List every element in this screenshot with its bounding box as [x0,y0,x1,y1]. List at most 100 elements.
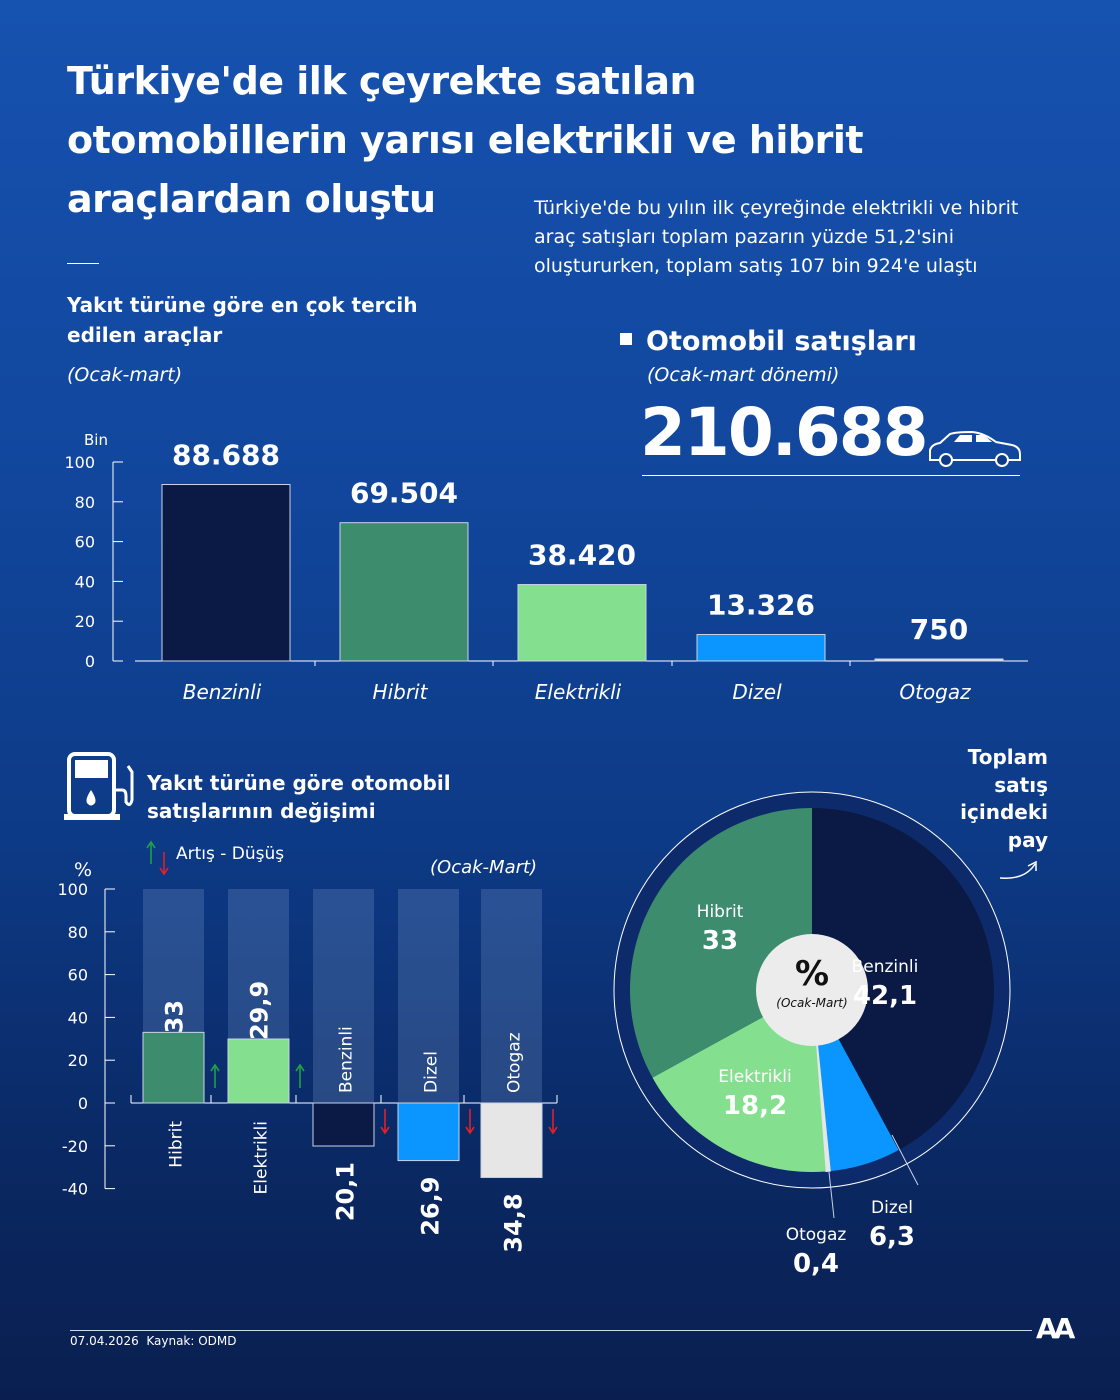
pie-slice-benzinli [812,808,995,1151]
chart-change: % -40 -20 0 20 40 60 80 100 33 Hibrit 29,9 Elektrik… [57,840,558,1253]
bar-value-label: 34,8 [500,1193,528,1252]
bar-background [481,889,542,1103]
y-tick-label: 60 [68,966,88,985]
pie-category-label: Benzinli [852,957,919,977]
description: Türkiye'de bu yılın ilk çeyreğinde elekt… [534,197,1019,277]
x-category-label: Otogaz [899,680,971,704]
chart-top-sales: Bin 0 20 40 60 80 100 88.688 Benzinli 69.504 Hibr… [64,431,1028,704]
pie-value-label: 0,4 [793,1249,839,1279]
y-tick-label: 60 [75,533,95,552]
bar-value-label: 33 [161,1000,189,1033]
bar-value-label: 26,9 [417,1177,445,1236]
y-tick-label: 20 [68,1051,88,1070]
pie-center [756,934,868,1046]
x-category-label: Elektrikli [252,1121,272,1194]
bar-otogaz [874,658,1004,662]
x-category-label: Dizel [422,1051,442,1093]
y-tick-label: 0 [85,652,95,671]
bar-hibrit [142,1031,205,1104]
sales-title: Otomobil satışları [620,326,917,357]
pie-category-label: Dizel [871,1198,913,1218]
up-arrow-icon [295,1063,305,1088]
bar-background [313,889,374,1103]
bar-value-label: 88.688 [172,439,280,472]
y-tick-label: 0 [78,1094,88,1113]
footer-line [70,1330,1032,1331]
y-tick-label: 80 [68,923,88,942]
sales-period: (Ocak-mart dönemi) [647,364,840,386]
x-category-label: Hibrit [167,1121,187,1168]
y-tick-label: -40 [62,1180,88,1199]
pie-value-label: 42,1 [853,981,917,1011]
x-category-label: Benzinli [337,1026,357,1093]
x-category-label: Hibrit [373,680,429,704]
down-arrow-icon [380,1109,390,1135]
y-axis-label: % [74,859,92,881]
page-title: Türkiye'de ilk çeyrekte satılan otomobil… [67,59,864,221]
y-tick-label: 100 [57,880,88,899]
bar-elektrikli [227,1038,290,1104]
curved-arrow-icon [999,860,1037,879]
legend-up-arrow-icon [146,840,156,864]
y-tick-label: 100 [64,453,95,472]
bar-value-label: 20,1 [332,1162,360,1221]
pie-title-2: satış [994,773,1048,797]
bar-dizel [397,1102,460,1162]
y-tick-label: -20 [62,1137,88,1156]
y-tick-label: 80 [75,493,95,512]
down-arrow-icon [548,1109,558,1135]
footer-source: Kaynak: ODMD [146,1334,237,1348]
pie-center-label: (Ocak-Mart) [776,996,847,1010]
footer: 07.04.2026 Kaynak: ODMD [70,1334,237,1348]
y-axis-label: Bin [84,431,108,449]
bar-hibrit [339,522,469,662]
chart2-title: Yakıt türüne göre otomobil satışlarının … [147,771,451,823]
leader-line [828,1171,835,1219]
pie-value-label: 6,3 [869,1222,915,1252]
chart-share-pie: Toplam satış içindeki pay % (Ocak-Mart) Be… [613,745,1048,1279]
sales-total: 210.688 [640,394,929,471]
pie-title-4: pay [1008,828,1048,852]
bar-benzinli [161,484,291,662]
y-tick-label: 40 [75,572,95,591]
x-category-label: Otogaz [505,1032,525,1093]
y-tick-label: 20 [75,612,95,631]
pie-category-label: Otogaz [786,1225,847,1245]
up-arrow-icon [210,1063,220,1088]
pie-title-3: içindeki [960,800,1048,824]
bar-value-label: 13.326 [707,588,815,621]
leader-line [891,1134,919,1186]
bar-value-label: 750 [910,613,968,646]
bar-elektrikli [517,584,647,662]
legend-down-arrow-icon [159,852,169,876]
bar-value-label: 29,9 [246,981,274,1040]
chart2-legend: Artış - Düşüş [176,844,285,864]
chart2-subtitle: (Ocak-Mart) [430,857,538,878]
fuel-pump-icon [64,752,134,820]
x-category-label: Benzinli [183,680,262,704]
bar-otogaz [480,1102,543,1178]
square-icon [620,332,632,345]
pie-category-label: Hibrit [697,902,744,922]
sales-title-text: Otomobil satışları [646,326,917,357]
bar-benzinli [312,1102,375,1147]
car-icon [929,430,1021,467]
down-arrow-icon [465,1109,475,1135]
bar-dizel [696,633,826,662]
pie-category-label: Elektrikli [718,1067,791,1087]
aa-logo: AA [1036,1312,1075,1345]
chart1-title: Yakıt türüne göre en çok tercih edilen a… [67,293,418,347]
sales-underline [642,475,1020,476]
percent-symbol: % [795,954,829,994]
bar-value-label: 69.504 [350,477,458,510]
pie-value-label: 18,2 [723,1091,787,1121]
x-category-label: Elektrikli [535,680,622,704]
footer-date: 07.04.2026 [70,1334,139,1348]
pie-value-label: 33 [702,926,738,956]
x-category-label: Dizel [732,680,782,704]
pie-title-1: Toplam [968,745,1048,769]
divider [67,263,99,264]
y-tick-label: 40 [68,1008,88,1027]
bar-background [398,889,459,1103]
bar-value-label: 38.420 [528,539,636,572]
